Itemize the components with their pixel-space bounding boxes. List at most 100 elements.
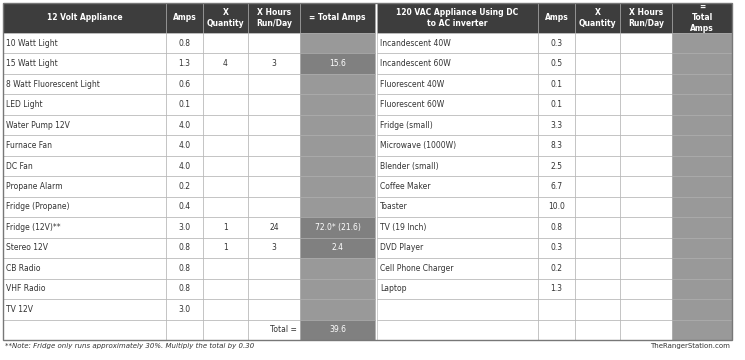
- Bar: [575, 197, 620, 217]
- Bar: [538, 33, 575, 54]
- Text: 1: 1: [223, 223, 228, 232]
- Text: Fridge (Propane): Fridge (Propane): [6, 202, 69, 211]
- Text: 24: 24: [269, 223, 279, 232]
- Text: Fluorescent 60W: Fluorescent 60W: [380, 100, 444, 109]
- Bar: [166, 94, 203, 115]
- Bar: [620, 54, 672, 74]
- Bar: [575, 156, 620, 176]
- Text: Cell Phone Charger: Cell Phone Charger: [380, 264, 454, 273]
- Text: 8.3: 8.3: [551, 141, 562, 150]
- Bar: [3, 299, 166, 320]
- Text: 4.0: 4.0: [179, 162, 191, 171]
- Bar: [620, 197, 672, 217]
- Bar: [203, 299, 248, 320]
- Bar: [248, 3, 300, 33]
- Text: 6.7: 6.7: [551, 182, 562, 191]
- Bar: [575, 279, 620, 299]
- Bar: [575, 54, 620, 74]
- Bar: [248, 279, 300, 299]
- Bar: [166, 217, 203, 238]
- Bar: [300, 279, 375, 299]
- Bar: [166, 33, 203, 54]
- Bar: [377, 217, 538, 238]
- Text: X
Quantity: X Quantity: [579, 8, 616, 28]
- Bar: [672, 74, 732, 94]
- Bar: [538, 94, 575, 115]
- Bar: [377, 115, 538, 135]
- Bar: [203, 279, 248, 299]
- Bar: [203, 135, 248, 156]
- Text: 3.0: 3.0: [179, 223, 191, 232]
- Bar: [300, 176, 375, 197]
- Bar: [672, 176, 732, 197]
- Bar: [620, 94, 672, 115]
- Bar: [300, 299, 375, 320]
- Bar: [672, 238, 732, 258]
- Text: 0.8: 0.8: [551, 223, 562, 232]
- Bar: [538, 279, 575, 299]
- Bar: [3, 115, 166, 135]
- Bar: [377, 299, 538, 320]
- Bar: [300, 197, 375, 217]
- Text: 0.8: 0.8: [179, 264, 191, 273]
- Text: Fridge (12V)**: Fridge (12V)**: [6, 223, 60, 232]
- Bar: [672, 94, 732, 115]
- Bar: [620, 217, 672, 238]
- Text: VHF Radio: VHF Radio: [6, 284, 45, 293]
- Text: 12 Volt Appliance: 12 Volt Appliance: [47, 13, 122, 22]
- Text: Fluorescent 40W: Fluorescent 40W: [380, 80, 444, 89]
- Bar: [3, 33, 166, 54]
- Text: Incandescent 60W: Incandescent 60W: [380, 59, 451, 68]
- Bar: [3, 197, 166, 217]
- Bar: [203, 74, 248, 94]
- Bar: [3, 156, 166, 176]
- Bar: [166, 279, 203, 299]
- Bar: [300, 320, 375, 340]
- Text: 8 Watt Fluorescent Light: 8 Watt Fluorescent Light: [6, 80, 100, 89]
- Bar: [248, 74, 300, 94]
- Bar: [3, 54, 166, 74]
- Bar: [377, 74, 538, 94]
- Text: 39.6: 39.6: [329, 325, 346, 334]
- Bar: [300, 258, 375, 279]
- Bar: [538, 135, 575, 156]
- Bar: [620, 299, 672, 320]
- Text: Laptop: Laptop: [380, 284, 407, 293]
- Bar: [248, 115, 300, 135]
- Text: 1: 1: [223, 243, 228, 252]
- Text: X
Quantity: X Quantity: [206, 8, 244, 28]
- Bar: [166, 258, 203, 279]
- Bar: [300, 54, 375, 74]
- Bar: [203, 156, 248, 176]
- Bar: [575, 217, 620, 238]
- Text: 0.1: 0.1: [179, 100, 191, 109]
- Bar: [538, 74, 575, 94]
- Text: 0.3: 0.3: [551, 243, 562, 252]
- Bar: [248, 299, 300, 320]
- Bar: [166, 156, 203, 176]
- Bar: [575, 33, 620, 54]
- Bar: [538, 197, 575, 217]
- Bar: [248, 176, 300, 197]
- Text: 3: 3: [272, 59, 276, 68]
- Bar: [672, 135, 732, 156]
- Bar: [377, 176, 538, 197]
- Bar: [248, 156, 300, 176]
- Bar: [203, 33, 248, 54]
- Bar: [248, 197, 300, 217]
- Text: = Total Amps: = Total Amps: [309, 13, 366, 22]
- Text: 0.8: 0.8: [179, 284, 191, 293]
- Text: 1.3: 1.3: [551, 284, 562, 293]
- Bar: [538, 156, 575, 176]
- Text: 15 Watt Light: 15 Watt Light: [6, 59, 58, 68]
- Bar: [377, 135, 538, 156]
- Text: 10 Watt Light: 10 Watt Light: [6, 39, 58, 48]
- Bar: [620, 238, 672, 258]
- Bar: [377, 320, 538, 340]
- Bar: [203, 115, 248, 135]
- Bar: [3, 279, 166, 299]
- Text: Toaster: Toaster: [380, 202, 408, 211]
- Bar: [377, 33, 538, 54]
- Bar: [166, 176, 203, 197]
- Bar: [377, 197, 538, 217]
